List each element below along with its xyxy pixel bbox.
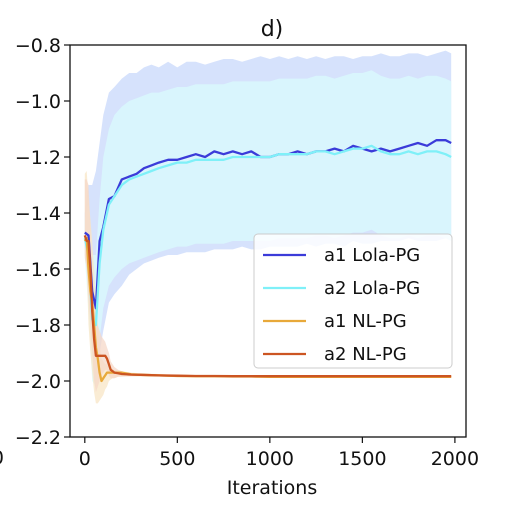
clipped-tick-label: 0 [0, 447, 4, 469]
y-tick-label: −1.0 [15, 91, 61, 113]
x-axis-label: Iterations [227, 477, 318, 499]
series-line-2 [83, 144, 452, 327]
chart-title: d) [261, 17, 284, 42]
legend-label: a2 NL-PG [324, 344, 407, 365]
legend-label: a2 Lola-PG [324, 278, 420, 299]
y-tick-label: −1.8 [15, 315, 61, 337]
y-tick-label: −0.8 [15, 35, 61, 57]
x-tick-label: 2000 [431, 448, 479, 470]
series-line-1 [84, 139, 452, 310]
x-tick-label: 1000 [246, 448, 294, 470]
x-tick-label: 0 [79, 448, 91, 470]
legend: a1 Lola-PG a2 Lola-PG a1 NL-PG a2 NL-PG [253, 233, 453, 369]
legend-label: a1 Lola-PG [324, 245, 420, 266]
x-tick-label: 500 [159, 448, 195, 470]
series-line-4 [83, 235, 452, 378]
y-tick-label: −1.6 [15, 259, 61, 281]
y-axis: −2.2 −2.0 −1.8 −1.6 −1.4 −1.2 −1.0 −0.8 [15, 35, 70, 449]
x-tick-label: 1500 [338, 448, 386, 470]
x-axis: 0 500 1000 1500 2000 [79, 437, 479, 470]
legend-box [253, 233, 453, 369]
y-tick-label: −1.2 [15, 147, 61, 169]
y-tick-label: −2.2 [15, 427, 61, 449]
y-tick-label: −2.0 [15, 371, 61, 393]
legend-label: a1 NL-PG [324, 311, 407, 332]
plot-area [83, 50, 452, 404]
plot-frame [69, 44, 467, 438]
y-tick-label: −1.4 [15, 203, 61, 225]
